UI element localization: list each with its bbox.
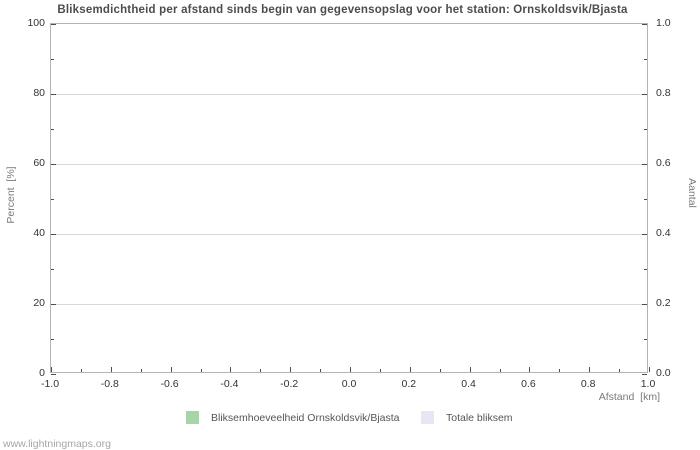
legend-item-total: Totale bliksem [421,411,513,424]
x-axis-major-tick [350,367,351,372]
x-axis-tick-label: -0.4 [220,378,239,390]
right-axis-major-tick [642,374,647,375]
right-axis-major-tick [642,304,647,305]
x-axis-tick-label: -0.8 [100,378,119,390]
x-axis-minor-tick [320,369,321,372]
x-axis-major-tick [470,367,471,372]
x-axis-major-tick [230,367,231,372]
y-axis-tick-label-left: 40 [33,227,45,239]
x-axis-tick-label: 0.2 [401,378,417,390]
x-axis-minor-tick [201,369,202,372]
left-axis-minor-tick [51,129,54,130]
right-axis-minor-tick [644,269,647,270]
gridline-horizontal [51,164,647,165]
x-axis-label: Afstand [km] [598,391,660,403]
right-axis-minor-tick [644,199,647,200]
left-axis-minor-tick [51,339,54,340]
x-axis-major-tick [589,367,590,372]
x-axis-tick-label: 0.4 [461,378,476,390]
right-axis-major-tick [642,94,647,95]
left-axis-minor-tick [51,59,54,60]
legend-swatch-station-icon [186,411,199,424]
right-axis-minor-tick [644,59,647,60]
y-axis-tick-label-left: 0 [39,367,45,379]
legend: Bliksemhoeveelheid Ornskoldsvik/Bjasta T… [0,411,700,427]
y-axis-tick-label-right: 1.0 [656,17,671,29]
x-axis-major-tick [51,367,52,372]
x-axis-major-tick [290,367,291,372]
x-axis-tick-label: 1.0 [640,378,656,390]
y-axis-tick-label-left: 20 [33,297,45,309]
x-axis-minor-tick [260,369,261,372]
right-axis-minor-tick [644,339,647,340]
y-axis-label-right: Aantal [686,178,698,208]
left-axis-major-tick [51,374,56,375]
y-axis-tick-label-left: 60 [33,157,45,169]
y-axis-tick-label-right: 0.4 [656,227,671,239]
x-axis-minor-tick [619,369,620,372]
y-axis-tick-label-right: 0.8 [656,87,671,99]
left-axis-major-tick [51,164,56,165]
x-axis-major-tick [111,367,112,372]
gridline-horizontal [51,304,647,305]
x-axis-tick-label: 0.6 [521,378,536,390]
legend-item-station: Bliksemhoeveelheid Ornskoldsvik/Bjasta [186,411,400,424]
y-axis-tick-label-right: 0.2 [656,297,671,309]
left-axis-major-tick [51,24,56,25]
plot-area [50,23,650,375]
x-axis-minor-tick [440,369,441,372]
legend-label-station: Bliksemhoeveelheid Ornskoldsvik/Bjasta [211,411,400,424]
x-axis-tick-label: -0.2 [280,378,299,390]
legend-swatch-total-icon [421,411,434,424]
x-axis-major-tick [529,367,530,372]
x-axis-tick-label: -1.0 [40,378,60,390]
right-axis-major-tick [642,24,647,25]
x-axis-major-tick [410,367,411,372]
gridline-horizontal [51,94,647,95]
gridline-horizontal [51,234,647,235]
x-axis-minor-tick [380,369,381,372]
x-axis-tick-label: 0.0 [341,378,357,390]
x-axis-major-tick [171,367,172,372]
chart-title: Bliksemdichtheid per afstand sinds begin… [57,4,628,16]
left-axis-minor-tick [51,269,54,270]
x-axis-major-tick [649,367,650,372]
right-axis-minor-tick [644,129,647,130]
y-axis-tick-label-right: 0.0 [656,367,671,379]
legend-label-total: Totale bliksem [446,411,513,424]
x-axis-minor-tick [141,369,142,372]
right-axis-major-tick [642,164,647,165]
left-axis-major-tick [51,234,56,235]
x-axis-tick-label: -0.6 [160,378,179,390]
x-axis-tick-label: 0.8 [580,378,596,390]
y-axis-label-left: Percent [%] [5,166,17,224]
left-axis-major-tick [51,304,56,305]
x-axis-minor-tick [559,369,560,372]
y-axis-tick-label-left: 80 [33,87,45,99]
watermark: www.lightningmaps.org [3,438,111,450]
x-axis-minor-tick [500,369,501,372]
left-axis-minor-tick [51,199,54,200]
left-axis-major-tick [51,94,56,95]
y-axis-tick-label-right: 0.6 [656,157,671,169]
y-axis-tick-label-left: 100 [27,17,45,29]
right-axis-major-tick [642,234,647,235]
x-axis-minor-tick [81,369,82,372]
